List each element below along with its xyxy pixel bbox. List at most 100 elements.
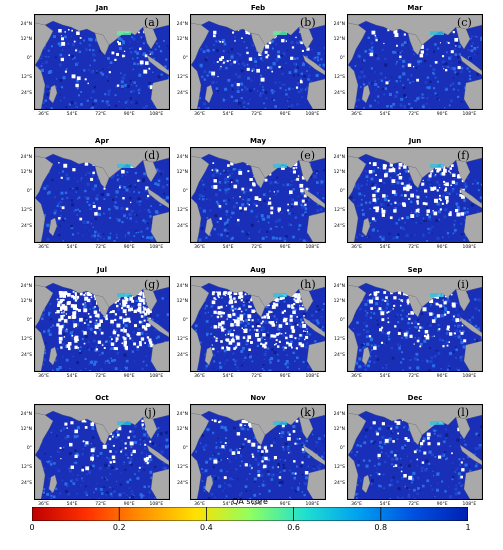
longitude-tick-label: 54°E [222,245,234,250]
coastal-qa-patch [430,164,444,168]
panel-letter-label: (b) [300,16,316,29]
latitude-tick-label: 0° [26,189,32,195]
latitude-tick-label: 12°N [176,169,188,175]
latitude-tick-label: 0° [339,318,345,324]
latitude-tick-label: 12°N [333,169,345,175]
longitude-tick-label: 36°E [351,374,362,379]
panel-letter-label: (c) [457,16,472,29]
panel-month-title: Aug [250,266,266,274]
latitude-tick-label: 12°S [177,337,188,343]
longitude-tick-label: 36°E [351,112,362,117]
panel-letter-label: (d) [144,149,160,162]
map-canvas [35,405,169,499]
latitude-tick-label: 12°S [177,465,188,471]
panel-month-title: Feb [250,4,266,12]
map-canvas [348,148,482,242]
latitude-tick-label: 12°N [20,169,32,175]
panel-month-title: Apr [95,137,109,145]
longitude-tick-label: 72°E [408,374,420,379]
latitude-tick-label: 12°S [334,75,345,81]
longitude-tick-label: 72°E [408,112,420,117]
longitude-tick-label: 108°E [462,502,477,507]
latitude-tick-label: 12°S [177,208,188,214]
panel-letter-label: (l) [457,406,470,419]
longitude-tick-label: 36°E [38,502,49,507]
coastal-qa-patch [430,293,444,297]
map-panel-jul: Jul (g) 24°N 12°N 0° 12°S 24°S 36°E 54°E 72°E 90°E… [14,266,172,384]
longitude-tick-label: 108°E [305,112,320,117]
longitude-tick-label: 72°E [251,245,263,250]
panel-month-title: Jul [97,266,107,274]
panel-month-title: Jan [95,4,109,12]
latitude-tick-label: 24°S [334,223,345,229]
map-frame [347,147,483,243]
map-frame [190,404,326,500]
map-frame [34,147,170,243]
longitude-tick-label: 108°E [462,374,477,379]
longitude-tick-label: 90°E [279,502,291,507]
latitude-tick-label: 24°N [20,21,32,27]
latitude-tick-label: 12°S [334,465,345,471]
longitude-tick-label: 108°E [149,374,164,379]
panel-month-title: Jun [408,137,422,145]
longitude-tick-label: 90°E [123,245,135,250]
map-panel-sep: Sep (i) 24°N 12°N 0° 12°S 24°S 36°E 54°E 72°E 90°E… [327,266,485,384]
latitude-tick-label: 0° [339,56,345,62]
colorbar-tick-label: 1 [465,523,471,532]
longitude-tick-label: 72°E [251,502,263,507]
colorbar-gradient [32,507,468,521]
longitude-tick-label: 108°E [305,245,320,250]
coastal-qa-patch [273,31,287,35]
latitude-tick-label: 24°S [177,90,188,96]
coastal-qa-patch [117,293,131,297]
colorbar-tick-label: 0.6 [287,523,300,532]
longitude-tick-label: 90°E [279,374,291,379]
longitude-tick-label: 72°E [95,502,107,507]
longitude-tick-label: 90°E [279,245,291,250]
latitude-tick-label: 24°S [21,480,32,486]
longitude-tick-label: 54°E [222,374,234,379]
panel-month-title: Mar [407,4,423,12]
latitude-tick-label: 24°S [177,352,188,358]
latitude-tick-label: 0° [182,318,188,324]
landmass-layer [348,277,482,371]
latitude-tick-label: 24°S [21,90,32,96]
longitude-tick-label: 54°E [222,112,234,117]
map-frame [190,276,326,372]
longitude-tick-label: 36°E [38,245,49,250]
colorbar-tick-label: 0 [29,523,35,532]
latitude-tick-label: 12°N [20,298,32,304]
panel-month-title: Oct [95,394,109,402]
colorbar-tick-label: 0.4 [200,523,213,532]
latitude-tick-label: 0° [26,56,32,62]
longitude-tick-label: 90°E [436,374,448,379]
coastal-qa-patch [273,293,287,297]
latitude-tick-label: 24°N [333,154,345,160]
longitude-tick-label: 36°E [351,245,362,250]
longitude-tick-label: 108°E [149,502,164,507]
landmass-layer [191,15,325,109]
coastal-qa-patch [430,31,444,35]
map-frame [34,276,170,372]
latitude-tick-label: 0° [339,446,345,452]
panel-letter-label: (f) [457,149,470,162]
missing-data-layer [211,419,309,480]
longitude-tick-label: 90°E [279,112,291,117]
landmass-layer [35,15,169,109]
longitude-tick-label: 90°E [123,502,135,507]
latitude-tick-label: 12°N [176,426,188,432]
longitude-tick-label: 72°E [251,374,263,379]
coastal-qa-patch [430,421,444,425]
map-canvas [191,15,325,109]
map-canvas [191,405,325,499]
panel-letter-label: (e) [300,149,316,162]
colorbar: QA score 0 0.2 0.4 0.6 0.8 1 [29,497,470,537]
coastal-qa-patch [273,164,287,168]
map-canvas [35,148,169,242]
latitude-tick-label: 12°S [21,465,32,471]
latitude-tick-label: 24°S [21,223,32,229]
longitude-tick-label: 108°E [305,374,320,379]
latitude-tick-label: 24°N [20,283,32,289]
latitude-tick-label: 12°S [177,75,188,81]
landmass-layer [191,405,325,499]
